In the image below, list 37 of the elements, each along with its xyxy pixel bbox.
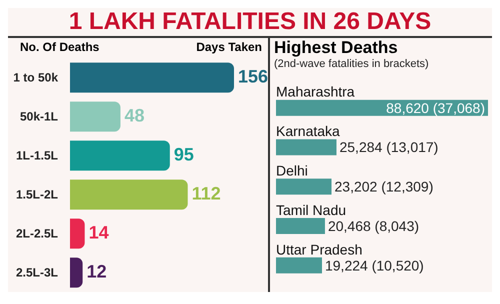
chart-subtitle: (2nd-wave fatalities in brackets) (273, 58, 430, 70)
y-tick-label: Karnataka (276, 123, 340, 140)
bar (70, 140, 170, 171)
data-label: 25,284 (13,017) (339, 139, 438, 156)
bar (70, 102, 120, 132)
data-label: 20,468 (8,043) (328, 218, 420, 234)
y-tick-label: Maharashtra (276, 84, 355, 100)
data-label: 12 (86, 262, 107, 282)
bar (276, 139, 336, 156)
bar (70, 62, 234, 93)
y-tick-label: Tamil Nadu (276, 202, 346, 218)
y-tick-label: 2.5L-3L (16, 266, 58, 280)
data-label: 95 (174, 144, 194, 165)
bar (70, 258, 83, 288)
data-label: 88,620 (37,068) (386, 100, 485, 116)
y-tick-label: 2L-2.5L (16, 226, 58, 240)
bar (276, 257, 322, 274)
bar (70, 218, 85, 249)
chart-title: Highest Deaths (273, 38, 399, 58)
x-axis-title: Days Taken (196, 40, 262, 54)
chart-title: 1 LAKH FATALITIES IN 26 DAYS (8, 8, 492, 38)
bar (276, 218, 325, 234)
data-label: 19,224 (10,520) (324, 257, 424, 274)
bar (70, 180, 188, 210)
y-tick-label: 1.5L-2L (16, 188, 58, 202)
data-label: 112 (192, 184, 221, 204)
y-axis-title: No. Of Deaths (20, 40, 100, 54)
data-label: 14 (88, 222, 109, 243)
data-label: 48 (124, 106, 144, 126)
y-tick-label: 1 to 50k (13, 70, 58, 84)
y-tick-label: 50k-1L (20, 110, 58, 124)
data-label: 156 (238, 66, 268, 87)
y-tick-label: Delhi (276, 162, 308, 178)
data-label: 23,202 (12,309) (334, 178, 434, 195)
y-tick-label: Uttar Pradesh (276, 241, 362, 258)
bar (276, 178, 332, 195)
y-tick-label: 1L-1.5L (16, 148, 58, 162)
